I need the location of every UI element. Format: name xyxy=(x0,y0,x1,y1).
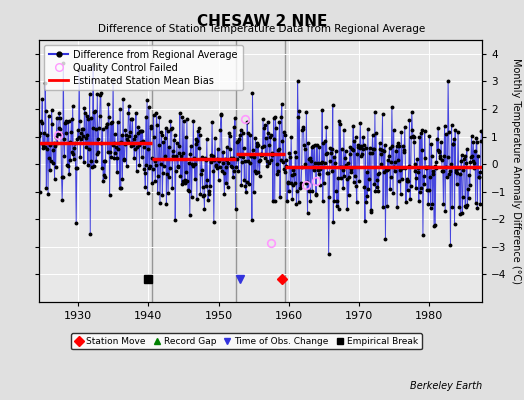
Legend: Difference from Regional Average, Quality Control Failed, Estimated Station Mean: Difference from Regional Average, Qualit… xyxy=(44,45,243,90)
Text: Berkeley Earth: Berkeley Earth xyxy=(410,381,482,391)
Text: CHESAW 2 NNE: CHESAW 2 NNE xyxy=(197,14,327,29)
Y-axis label: Monthly Temperature Anomaly Difference (°C): Monthly Temperature Anomaly Difference (… xyxy=(511,58,521,284)
Text: Difference of Station Temperature Data from Regional Average: Difference of Station Temperature Data f… xyxy=(99,24,425,34)
Legend: Station Move, Record Gap, Time of Obs. Change, Empirical Break: Station Move, Record Gap, Time of Obs. C… xyxy=(71,333,422,350)
